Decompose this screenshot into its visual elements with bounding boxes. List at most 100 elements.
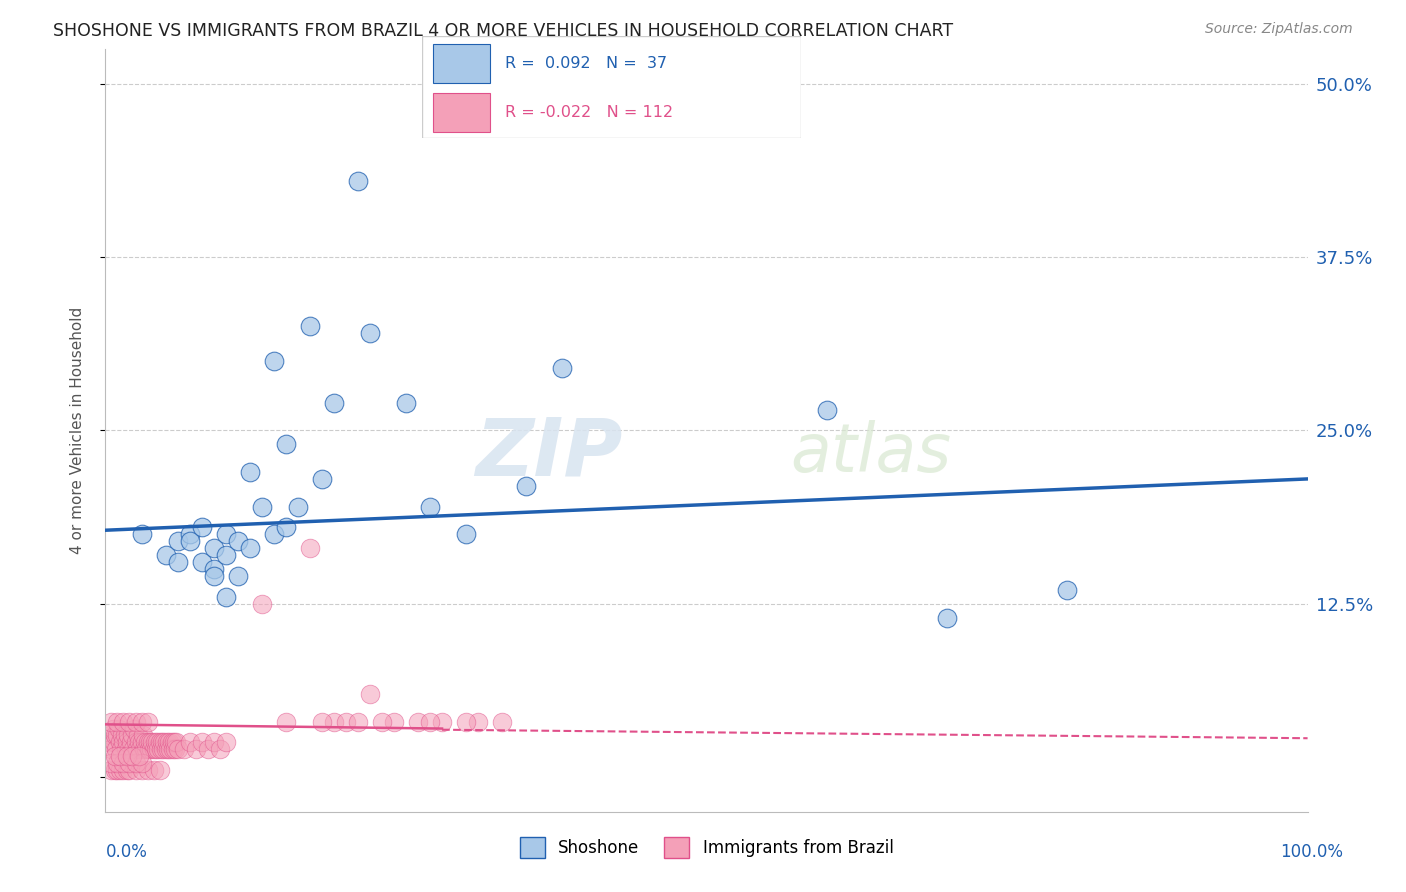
Text: ZIP: ZIP (475, 414, 623, 492)
Point (112, 735, 135, 749)
Point (118, 714, 141, 729)
Point (135, 742, 157, 756)
Point (131, 735, 153, 749)
Point (250, 500, 273, 514)
Point (114, 728, 136, 742)
Point (491, 714, 513, 729)
Point (214, 735, 236, 749)
Point (124, 714, 146, 729)
Text: 0.0%: 0.0% (105, 843, 148, 861)
Point (138, 742, 160, 756)
Point (105, 742, 128, 756)
Point (141, 735, 163, 749)
Point (166, 534, 188, 549)
Point (131, 756, 153, 771)
Point (263, 527, 285, 541)
Point (274, 437, 297, 451)
Point (104, 728, 127, 742)
Y-axis label: 4 or more Vehicles in Household: 4 or more Vehicles in Household (70, 307, 84, 554)
Point (202, 569, 225, 583)
Point (359, 326, 381, 341)
Point (118, 756, 141, 771)
Point (156, 735, 179, 749)
Point (107, 714, 129, 729)
Point (239, 541, 262, 556)
Point (122, 742, 145, 756)
Point (112, 714, 135, 729)
Point (456, 527, 478, 541)
Point (124, 763, 146, 777)
Point (190, 735, 212, 749)
Point (117, 728, 139, 742)
Point (124, 735, 146, 749)
Point (214, 548, 236, 562)
Point (173, 742, 195, 756)
Point (311, 714, 333, 729)
Point (115, 742, 138, 756)
Point (107, 722, 129, 736)
Point (115, 749, 138, 764)
Point (132, 728, 155, 742)
Point (430, 714, 453, 729)
Point (395, 395, 418, 409)
Point (155, 742, 177, 756)
Point (274, 714, 297, 729)
Point (202, 735, 225, 749)
Point (298, 319, 321, 334)
Point (152, 742, 174, 756)
Point (322, 714, 344, 729)
Point (100, 742, 122, 756)
Point (382, 714, 405, 729)
Point (112, 756, 135, 771)
Point (112, 763, 135, 777)
Point (118, 742, 141, 756)
FancyBboxPatch shape (433, 93, 491, 132)
Point (467, 714, 489, 729)
Point (322, 395, 344, 409)
Point (263, 354, 285, 368)
Point (139, 735, 162, 749)
FancyBboxPatch shape (422, 36, 801, 138)
Point (160, 735, 183, 749)
Point (179, 527, 201, 541)
Point (815, 402, 838, 417)
Point (157, 735, 180, 749)
Point (166, 555, 188, 569)
Point (136, 735, 159, 749)
Text: atlas: atlas (790, 420, 952, 486)
Point (104, 763, 127, 777)
Text: Source: ZipAtlas.com: Source: ZipAtlas.com (1205, 22, 1353, 37)
Point (239, 465, 262, 479)
Point (190, 520, 212, 534)
Point (156, 742, 179, 756)
Text: 100.0%: 100.0% (1279, 843, 1343, 861)
Point (142, 742, 165, 756)
Point (124, 756, 146, 771)
Point (419, 500, 441, 514)
Point (936, 610, 959, 624)
Point (515, 479, 537, 493)
Point (120, 735, 142, 749)
Point (107, 728, 129, 742)
Point (371, 714, 394, 729)
Point (150, 735, 173, 749)
Point (162, 742, 184, 756)
Point (100, 714, 122, 729)
Point (148, 735, 170, 749)
Point (163, 735, 186, 749)
Point (179, 735, 201, 749)
Point (107, 763, 129, 777)
Point (359, 687, 381, 701)
Point (127, 728, 149, 742)
Point (121, 728, 143, 742)
Point (108, 763, 131, 777)
Point (136, 714, 159, 729)
Point (208, 742, 231, 756)
Point (456, 714, 478, 729)
Point (347, 174, 370, 188)
Point (101, 722, 124, 736)
Point (148, 763, 170, 777)
Text: SHOSHONE VS IMMIGRANTS FROM BRAZIL 4 OR MORE VEHICLES IN HOUSEHOLD CORRELATION C: SHOSHONE VS IMMIGRANTS FROM BRAZIL 4 OR … (53, 22, 953, 40)
Point (214, 590, 236, 604)
Point (104, 749, 127, 764)
